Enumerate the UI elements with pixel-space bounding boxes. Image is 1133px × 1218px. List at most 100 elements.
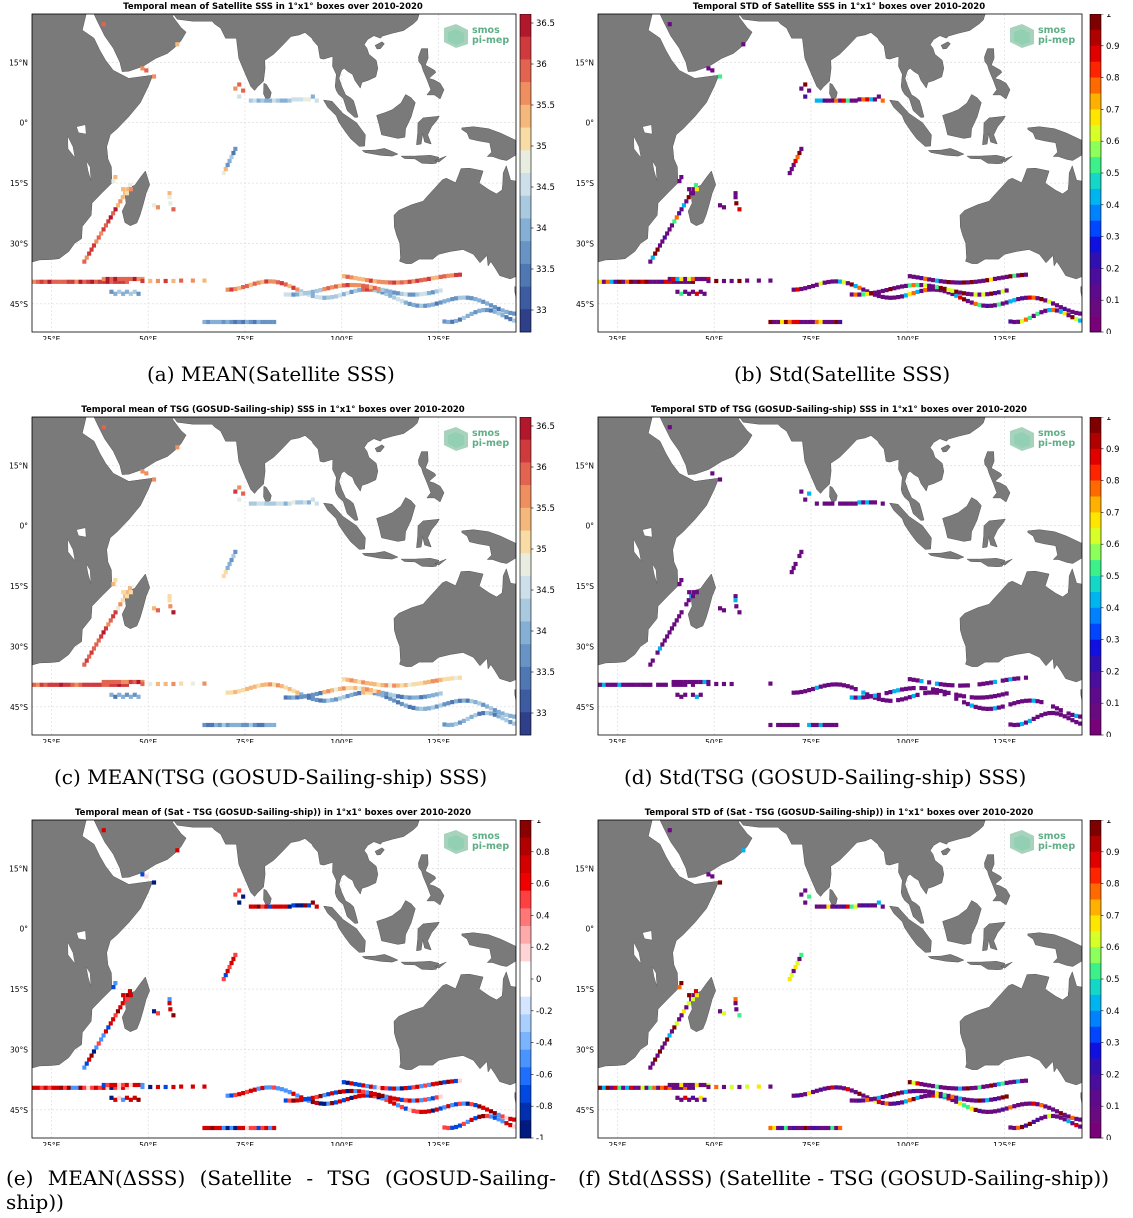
track-cell	[1016, 1125, 1021, 1130]
track-cell	[101, 227, 106, 232]
track-cell	[115, 1009, 120, 1014]
track-cell	[241, 688, 246, 693]
track-cell	[791, 319, 796, 325]
track-cell	[1074, 713, 1079, 718]
track-cell	[388, 293, 393, 298]
track-cell	[693, 183, 698, 188]
track-cell	[481, 1105, 486, 1110]
track-cell	[981, 292, 986, 297]
track-cell	[365, 284, 370, 289]
colorbar-segment	[1090, 1042, 1101, 1059]
track-cell	[225, 319, 230, 325]
track-cell	[791, 722, 796, 728]
track-cell	[264, 1085, 269, 1090]
track-cell	[934, 285, 939, 290]
track-cell	[500, 308, 505, 313]
track-cell	[155, 278, 160, 284]
track-cell	[965, 683, 970, 688]
colorbar-segment	[520, 14, 531, 38]
track-cell	[690, 1095, 695, 1100]
track-cell	[223, 570, 228, 575]
track-cell	[349, 692, 354, 697]
track-cell	[694, 291, 699, 296]
track-cell	[1023, 1078, 1028, 1083]
track-cell	[241, 722, 246, 728]
track-cell	[1023, 272, 1028, 277]
track-cell	[368, 681, 373, 686]
track-cell	[675, 1082, 680, 1088]
track-cell	[640, 682, 645, 687]
track-cell	[799, 1125, 804, 1131]
track-cell	[915, 275, 920, 280]
track-cell	[667, 227, 672, 232]
track-cell	[357, 288, 362, 293]
track-cell	[202, 1125, 207, 1131]
track-cell	[845, 1087, 850, 1092]
colorbar-segment	[1090, 188, 1101, 206]
track-cell	[687, 993, 692, 998]
land	[829, 82, 838, 100]
track-cell	[872, 693, 877, 698]
track-cell	[834, 722, 839, 728]
track-cell	[989, 706, 994, 711]
track-cell	[1016, 273, 1021, 278]
track-cell	[469, 714, 474, 719]
track-cell	[330, 1091, 335, 1096]
track-cell	[241, 285, 246, 290]
track-cell	[826, 98, 831, 103]
track-cell	[415, 292, 420, 297]
track-cell	[950, 288, 955, 293]
track-cell	[814, 685, 819, 690]
track-cell	[938, 1091, 943, 1097]
track-cell	[1070, 712, 1075, 717]
track-cell	[105, 276, 110, 282]
track-cell	[330, 688, 335, 693]
logo-text-smos: smos	[472, 831, 500, 842]
track-cell	[799, 489, 804, 494]
track-cell	[388, 1095, 393, 1100]
track-cell	[140, 681, 145, 687]
track-cell	[295, 292, 300, 297]
track-cell	[706, 872, 711, 877]
track-cell	[231, 956, 236, 962]
track-cell	[776, 319, 781, 325]
track-cell	[106, 622, 111, 627]
track-cell	[237, 94, 242, 99]
track-cell	[861, 903, 866, 908]
land	[361, 148, 399, 157]
track-cell	[361, 690, 366, 695]
track-cell	[841, 501, 846, 506]
land	[738, 820, 986, 924]
track-cell	[89, 1053, 94, 1058]
colorbar-tick-label: 33	[536, 709, 547, 719]
track-cell	[283, 695, 288, 700]
track-cell	[818, 319, 823, 325]
track-cell	[461, 1121, 466, 1126]
track-cell	[1023, 1123, 1028, 1128]
track-cell	[1043, 1104, 1048, 1109]
track-cell	[880, 501, 885, 506]
track-cell	[291, 903, 296, 908]
track-cell	[706, 278, 711, 284]
track-cell	[105, 279, 110, 284]
track-cell	[99, 231, 104, 236]
track-cell	[504, 1115, 509, 1120]
track-cell	[392, 295, 397, 300]
track-cell	[121, 694, 126, 699]
track-cell	[221, 574, 226, 579]
land	[889, 502, 932, 550]
track-cell	[426, 694, 431, 699]
track-cell	[51, 1085, 56, 1090]
track-cell	[923, 283, 928, 288]
track-cell	[690, 594, 695, 599]
track-cell	[101, 682, 106, 687]
track-cell	[911, 686, 916, 691]
track-cell	[814, 319, 819, 325]
colorbar-frame	[519, 14, 532, 333]
track-cell	[175, 848, 180, 853]
track-cell	[349, 678, 354, 683]
track-cell	[919, 276, 924, 281]
track-cell	[838, 319, 843, 325]
track-cell	[396, 280, 401, 285]
track-cell	[962, 683, 967, 688]
